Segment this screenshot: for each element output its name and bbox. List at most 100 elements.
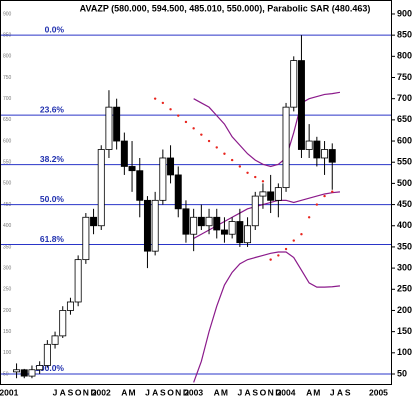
x-tick-label: S [252, 387, 258, 397]
y-tick-label-left: 650 [3, 117, 12, 123]
x-tick-label: S [160, 387, 166, 397]
candle-body [197, 216, 205, 227]
x-tick-label: O [260, 387, 267, 397]
candle-body [13, 369, 21, 373]
y-tick-label: 250 [397, 284, 412, 294]
sar-dot [184, 120, 188, 124]
x-tick-label: 2004 [277, 387, 296, 397]
candle-body [251, 195, 259, 227]
x-tick-label: D [275, 387, 281, 397]
y-tick-label-left: 700 [3, 96, 12, 102]
candle-body [213, 216, 221, 231]
candle-body [244, 225, 252, 244]
x-tick-label: N [175, 387, 181, 397]
candle-body [66, 301, 74, 311]
x-tick-label: 2003 [184, 387, 203, 397]
fib-label: 0.0% [45, 24, 65, 34]
candle-body [136, 170, 144, 201]
candle-body [36, 365, 44, 371]
candle-body [328, 149, 336, 163]
sar-dot [192, 127, 195, 130]
x-tick-label: M [313, 387, 320, 397]
candle-body [120, 140, 128, 167]
y-tick-label: 500 [397, 178, 412, 188]
candle-body [259, 191, 267, 197]
sar-dot [207, 139, 211, 143]
candle-body [143, 199, 151, 252]
band-lower [193, 251, 341, 383]
x-tick-label: A [306, 387, 312, 397]
x-tick-label: A [60, 387, 66, 397]
candle-body [82, 216, 90, 261]
y-tick-label-left: 250 [3, 287, 12, 293]
candle-body [297, 60, 305, 150]
sar-dot [269, 258, 272, 261]
candle-body [236, 221, 244, 244]
fib-label: 23.6% [40, 104, 65, 114]
sar-dot [200, 133, 203, 136]
x-tick-label: 2005 [369, 387, 388, 397]
sar-dot [238, 165, 242, 168]
sar-dot [300, 233, 303, 236]
sar-dot [315, 203, 319, 206]
candle-body [167, 157, 175, 176]
band-upper [193, 91, 341, 168]
y-tick-label-left: 750 [3, 75, 12, 81]
sar-dot [215, 146, 218, 149]
y-tick-label: 150 [397, 326, 412, 336]
y-tick-label-left: 100 [3, 350, 12, 356]
sar-dot [292, 239, 295, 242]
candle-body [113, 106, 121, 142]
candle-body [128, 166, 136, 172]
x-tick-label: S [68, 387, 74, 397]
candle-body [174, 174, 182, 210]
sar-dot [246, 171, 249, 175]
sar-dot [307, 216, 311, 219]
y-tick-label-left: 900 [3, 11, 12, 17]
x-tick-label: M [221, 387, 228, 397]
x-tick-label: D [90, 387, 96, 397]
candle-body [97, 149, 105, 227]
x-tick-label: O [75, 387, 82, 397]
y-tick-label: 850 [397, 30, 412, 40]
sar-dot [153, 97, 157, 100]
x-tick-label: J [53, 387, 58, 397]
candle-body [28, 369, 36, 377]
x-tick-label: A [244, 387, 250, 397]
x-tick-label: D [183, 387, 189, 397]
fib-label: 61.8% [40, 234, 65, 244]
y-tick-label: 50 [397, 368, 407, 378]
y-tick-label-left: 400 [3, 223, 12, 229]
chart-title: AVAZP (580.000, 594.500, 485.010, 550.00… [80, 3, 371, 13]
x-tick-label: A [337, 387, 343, 397]
y-tick-label: 800 [397, 51, 412, 61]
x-tick-label: J [330, 387, 335, 397]
candle-body [182, 208, 190, 235]
candle-body [282, 106, 290, 189]
y-tick-label-left: 600 [3, 138, 12, 144]
x-tick-label: A [214, 387, 220, 397]
candle-body [105, 106, 113, 150]
candle-body [305, 140, 313, 150]
y-tick-label: 600 [397, 135, 412, 145]
y-tick-label-left: 350 [3, 244, 12, 250]
fib-label: 50.0% [40, 194, 65, 204]
y-tick-label: 550 [397, 157, 412, 167]
sar-dot [331, 190, 334, 193]
candle-body [20, 369, 28, 377]
y-tick-label-left: 500 [3, 181, 12, 187]
x-tick-label: O [167, 387, 174, 397]
x-tick-label: N [268, 387, 274, 397]
sar-dot [177, 114, 180, 117]
sar-dot [261, 180, 265, 183]
sar-dot [254, 175, 257, 179]
sar-dot [230, 158, 234, 162]
candle-body [290, 60, 298, 108]
fib-label: 38.2% [40, 154, 65, 164]
y-tick-label-left: 300 [3, 265, 12, 271]
sar-dot [223, 152, 226, 155]
candle-body [74, 259, 82, 303]
candle-body [190, 216, 198, 235]
candle-body [59, 310, 67, 337]
sar-dot [284, 247, 288, 251]
